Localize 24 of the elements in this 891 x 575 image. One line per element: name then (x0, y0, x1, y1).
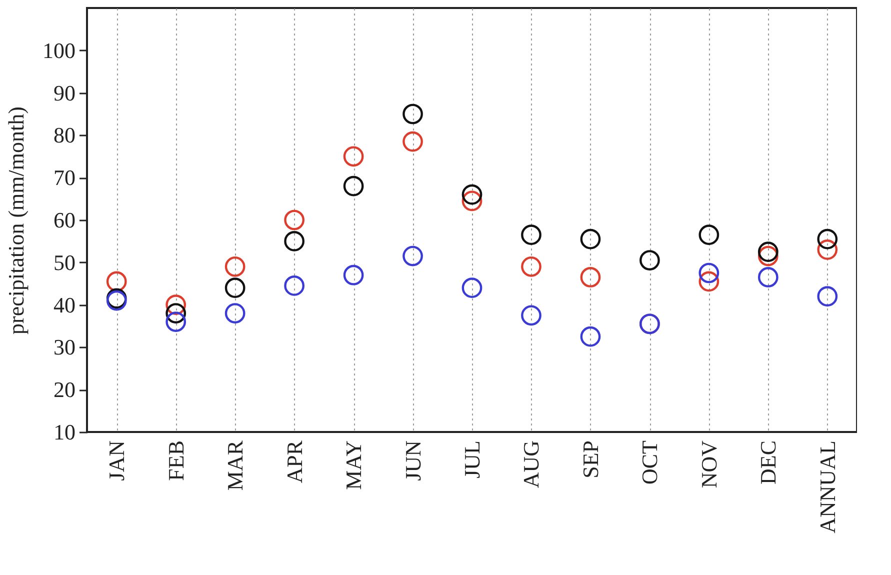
x-tick-label: APR (282, 440, 307, 484)
y-axis-title: precipitation (mm/month) (4, 106, 28, 334)
x-tick-label: JAN (104, 440, 130, 481)
x-tick-label: JUN (400, 440, 426, 481)
y-tick-label: 20 (54, 377, 76, 402)
x-tick-label: SEP (578, 440, 603, 478)
y-tick-label: 80 (54, 122, 76, 148)
y-tick-label: 60 (54, 208, 76, 232)
y-tick-label: 50 (54, 250, 76, 275)
y-tick-label: 100 (42, 38, 76, 63)
x-tick-label: MAR (222, 440, 248, 491)
y-tick-label: 70 (54, 165, 76, 190)
x-tick-label: JUL (460, 440, 484, 478)
y-tick-label: 30 (54, 334, 76, 360)
y-tick-label: 90 (54, 80, 76, 106)
x-tick-label: MAY (341, 440, 366, 490)
x-tick-label: NOV (696, 440, 722, 488)
x-tick-label: OCT (637, 440, 662, 484)
x-tick-label: ANNUAL (814, 440, 840, 534)
x-tick-label: FEB (163, 440, 188, 481)
y-tick-label: 10 (54, 420, 76, 444)
y-tick-label: 40 (54, 292, 76, 318)
x-tick-label: AUG (518, 440, 544, 488)
x-tick-label: DEC (756, 440, 781, 484)
